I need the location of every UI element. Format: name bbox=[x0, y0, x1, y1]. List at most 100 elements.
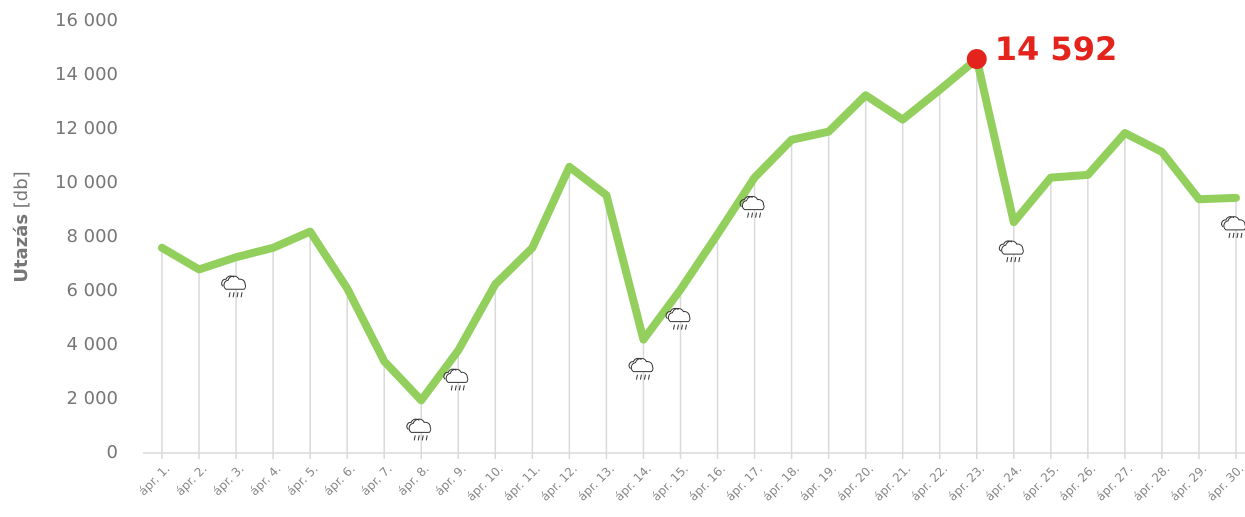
cloud bbox=[667, 308, 691, 323]
x-tick-label: ápr. 27. bbox=[1093, 462, 1135, 504]
x-tick-label: ápr. 17. bbox=[723, 462, 765, 504]
cloud bbox=[223, 275, 247, 290]
rain-icon bbox=[665, 307, 691, 330]
rain-drop bbox=[450, 385, 453, 391]
rain-drop bbox=[425, 435, 428, 441]
rain-icon bbox=[628, 357, 654, 380]
y-tick-label: 14 000 bbox=[55, 64, 118, 85]
rain-icon bbox=[221, 275, 247, 298]
x-tick-label: ápr. 18. bbox=[760, 462, 802, 504]
y-tick-label: 4 000 bbox=[66, 334, 118, 355]
rain-drop bbox=[1228, 232, 1231, 238]
y-tick-label: 12 000 bbox=[55, 118, 118, 139]
rain-drop bbox=[676, 324, 679, 330]
rain-drop bbox=[747, 212, 750, 218]
x-tick-label: ápr. 3. bbox=[210, 462, 247, 499]
x-tick-label: ápr. 29. bbox=[1167, 462, 1209, 504]
y-tick-label: 8 000 bbox=[66, 226, 118, 247]
data-label: 14 592 bbox=[995, 30, 1117, 68]
highlight-point bbox=[966, 49, 987, 70]
x-tick-label: ápr. 24. bbox=[982, 462, 1024, 504]
cloud-back bbox=[221, 275, 235, 287]
rain-drop bbox=[417, 435, 420, 441]
rain-drop bbox=[684, 324, 687, 330]
rain-drop bbox=[421, 435, 424, 441]
y-axis-label-unit: [db] bbox=[11, 171, 32, 208]
rain-drop bbox=[1010, 257, 1013, 263]
x-tick-label: ápr. 12. bbox=[538, 462, 580, 504]
cloud bbox=[1001, 240, 1024, 255]
cloud-back bbox=[665, 307, 679, 320]
rain-drop bbox=[647, 374, 650, 380]
y-tick-label: 10 000 bbox=[55, 172, 118, 193]
y-axis-label-bold: Utazás bbox=[11, 214, 32, 283]
x-tick-label: ápr. 20. bbox=[834, 462, 876, 504]
x-tick-label: ápr. 7. bbox=[358, 462, 395, 499]
cloud bbox=[445, 368, 469, 383]
rain-drop bbox=[413, 435, 416, 441]
x-tick-label: ápr. 28. bbox=[1130, 462, 1172, 504]
rain-drop bbox=[240, 292, 243, 298]
rain-icon bbox=[443, 368, 469, 391]
x-tick-label: ápr. 11. bbox=[501, 462, 543, 504]
rain-drop bbox=[1014, 257, 1017, 263]
x-tick-label: ápr. 4. bbox=[247, 462, 284, 499]
x-tick-label: ápr. 16. bbox=[686, 462, 728, 504]
y-tick-label: 0 bbox=[107, 442, 118, 463]
rain-drop bbox=[458, 385, 461, 391]
x-tick-label: ápr. 14. bbox=[612, 462, 654, 504]
x-tick-label: ápr. 23. bbox=[945, 462, 987, 504]
x-tick-label: ápr. 26. bbox=[1056, 462, 1098, 504]
rain-drop bbox=[755, 212, 758, 218]
x-tick-label: ápr. 13. bbox=[575, 462, 617, 504]
rain-drop bbox=[1006, 257, 1009, 263]
cloud-back bbox=[739, 195, 753, 207]
x-tick-label: ápr. 15. bbox=[649, 462, 691, 504]
x-tick-label: ápr. 2. bbox=[173, 462, 210, 499]
rain-icon bbox=[1221, 216, 1245, 238]
rain-drop bbox=[462, 385, 465, 391]
x-tick-label: ápr. 1. bbox=[136, 462, 173, 499]
x-tick-label: ápr. 8. bbox=[395, 462, 432, 499]
rain-drop bbox=[454, 385, 457, 391]
rain-drop bbox=[751, 212, 754, 218]
y-tick-label: 2 000 bbox=[66, 388, 118, 409]
x-tick-label: ápr. 10. bbox=[464, 462, 506, 504]
rain-drop bbox=[643, 374, 646, 380]
cloud-back bbox=[998, 240, 1013, 252]
rain-drop bbox=[1232, 232, 1235, 238]
rain-drop bbox=[228, 292, 231, 298]
cloud-back bbox=[1221, 216, 1235, 228]
x-tick-label: ápr. 22. bbox=[908, 462, 950, 504]
rain-drop bbox=[680, 324, 683, 330]
rain-drop bbox=[672, 324, 675, 330]
y-axis-label: Utazás [db] bbox=[11, 171, 32, 282]
rain-drop bbox=[635, 374, 638, 380]
cloud bbox=[630, 357, 654, 373]
rain-drop bbox=[1240, 232, 1243, 238]
rain-drop bbox=[759, 212, 762, 218]
cloud bbox=[1223, 216, 1245, 231]
rain-drop bbox=[1236, 232, 1239, 238]
rain-icon bbox=[406, 418, 432, 441]
cloud-back bbox=[628, 357, 642, 369]
cloud-back bbox=[443, 368, 457, 380]
y-tick-label: 16 000 bbox=[55, 10, 118, 31]
x-tick-label: ápr. 9. bbox=[432, 462, 469, 499]
rain-drop bbox=[1018, 257, 1021, 263]
rain-icon bbox=[998, 240, 1024, 263]
y-tick-label: 6 000 bbox=[66, 280, 118, 301]
x-tick-label: ápr. 6. bbox=[321, 462, 358, 499]
x-tick-label: ápr. 5. bbox=[284, 462, 321, 499]
x-tick-label: ápr. 19. bbox=[797, 462, 839, 504]
cloud bbox=[408, 418, 432, 433]
x-tick-label: ápr. 21. bbox=[871, 462, 913, 504]
rain-drop bbox=[232, 292, 235, 298]
x-tick-label: ápr. 25. bbox=[1019, 462, 1061, 504]
cloud bbox=[741, 195, 765, 211]
data-line bbox=[158, 55, 1240, 405]
x-tick-label: ápr. 30. bbox=[1205, 462, 1245, 504]
rain-drop bbox=[236, 292, 239, 298]
rain-icon bbox=[739, 195, 765, 218]
